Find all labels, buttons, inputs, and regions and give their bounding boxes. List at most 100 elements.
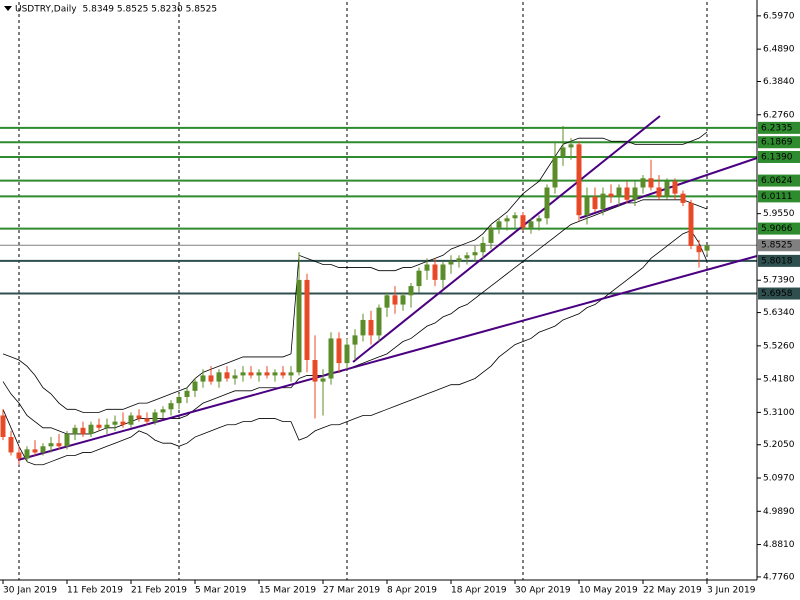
level-label: 6.0111 — [761, 192, 793, 202]
candle-body — [200, 375, 206, 382]
candle-body — [664, 181, 670, 197]
band-upper — [2, 131, 708, 413]
band-lower — [2, 230, 708, 466]
candle-body — [512, 215, 518, 219]
candle-body — [120, 421, 126, 425]
candle-body — [552, 156, 558, 188]
level-label: 6.2335 — [761, 123, 793, 133]
quote: 5.8349 5.8525 5.8230 5.8525 — [83, 5, 218, 15]
candle-body — [360, 319, 366, 336]
level-label: 5.8525 — [761, 241, 793, 251]
period-separators — [18, 2, 708, 580]
level-label-box — [758, 121, 800, 134]
level-label-box — [758, 136, 800, 149]
candle-body — [272, 372, 278, 376]
y-tick-label: 5.9550 — [763, 209, 795, 219]
candle-body — [168, 403, 174, 410]
candle-body — [704, 245, 710, 251]
candle-body — [456, 258, 462, 262]
x-tick-label: 5 Mar 2019 — [195, 586, 247, 596]
candle-body — [312, 360, 318, 382]
candle-body — [528, 221, 534, 228]
candle-body — [184, 390, 190, 397]
candle-body — [208, 375, 214, 382]
candle-body — [264, 372, 270, 376]
y-tick-label: 5.3100 — [763, 408, 795, 418]
level-label: 5.9066 — [761, 224, 793, 234]
candle-body — [304, 279, 310, 361]
y-tick-label: 6.3840 — [763, 77, 795, 87]
candle-body — [416, 270, 422, 287]
level-label: 6.0624 — [761, 176, 793, 186]
candle-body — [568, 144, 574, 148]
level-label-box — [758, 239, 800, 252]
candle-body — [600, 193, 606, 210]
candle-body — [584, 196, 590, 216]
x-tick-label: 22 May 2019 — [643, 586, 702, 596]
candle-body — [400, 295, 406, 305]
candle-body — [616, 187, 622, 197]
candle-body — [8, 437, 14, 453]
candle-body — [680, 193, 686, 203]
candle-body — [192, 381, 198, 391]
candle-body — [64, 433, 70, 447]
candle-body — [496, 221, 502, 228]
candle-body — [384, 295, 390, 308]
candle-body — [16, 452, 22, 459]
candle-body — [48, 443, 54, 447]
candle-body — [240, 372, 246, 376]
y-tick-label: 5.5260 — [763, 341, 795, 351]
levels — [0, 126, 757, 295]
x-tick-label: 21 Feb 2019 — [131, 586, 187, 596]
x-tick-label: 3 Jun 2019 — [707, 586, 756, 596]
trendline — [17, 255, 758, 461]
candle-body — [320, 378, 326, 382]
candle-body — [280, 372, 286, 376]
candle-body — [424, 264, 430, 271]
candle-body — [464, 255, 470, 259]
x-tick-label: 30 Apr 2019 — [515, 586, 571, 596]
candle-body — [216, 372, 222, 382]
candle-body — [544, 187, 550, 219]
y-tick-label: 5.2050 — [763, 440, 795, 450]
candle-body — [0, 415, 6, 438]
level-label-box — [758, 254, 800, 267]
y-tick-label: 5.7390 — [763, 276, 795, 286]
candle-body — [72, 427, 78, 434]
x-tick-label: 27 Mar 2019 — [323, 586, 380, 596]
candle-body — [696, 246, 702, 253]
candle-body — [80, 427, 86, 434]
level-label: 6.1390 — [761, 152, 793, 162]
level-label: 5.6958 — [761, 289, 793, 299]
candle-body — [368, 319, 374, 336]
candle-body — [112, 421, 118, 425]
candle-body — [328, 338, 334, 379]
candle-body — [224, 372, 230, 379]
candle-body — [392, 295, 398, 305]
candle-body — [536, 218, 542, 222]
candle-body — [32, 449, 38, 453]
candle-body — [520, 215, 526, 228]
candle-body — [40, 446, 46, 453]
y-tick-label: 6.4890 — [763, 45, 795, 55]
candles — [0, 125, 710, 465]
level-label: 5.8018 — [761, 256, 793, 266]
candle-body — [232, 375, 238, 379]
candle-body — [504, 218, 510, 222]
candle-body — [160, 409, 166, 413]
candle-body — [288, 372, 294, 376]
candle-body — [632, 187, 638, 200]
candle-body — [344, 344, 350, 364]
candle-body — [136, 415, 142, 419]
level-label-box — [758, 287, 800, 300]
candle-body — [376, 307, 382, 336]
candle-body — [672, 181, 678, 194]
y-tick-label: 4.7760 — [763, 572, 795, 582]
candle-body — [488, 227, 494, 243]
candle-body — [560, 147, 566, 157]
candle-body — [352, 335, 358, 345]
y-tick-label: 5.0970 — [763, 474, 795, 484]
price-axis-panel — [757, 0, 800, 600]
